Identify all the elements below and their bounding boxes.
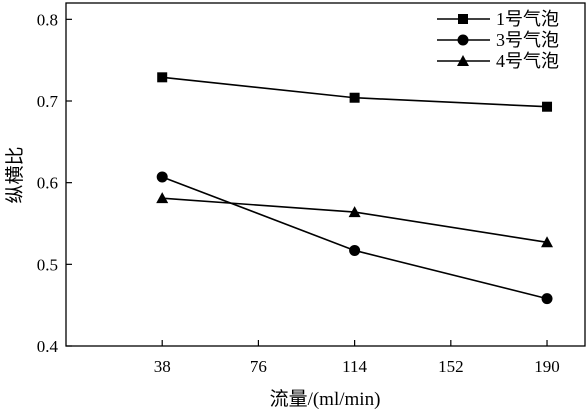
- data-point: [157, 72, 168, 83]
- legend-label: 4号气泡: [496, 51, 559, 71]
- y-axis: 0.4 0.5 0.6 0.7 0.8: [37, 10, 72, 356]
- x-axis-label: 流量/(ml/min): [270, 388, 381, 410]
- series-line: [162, 197, 548, 244]
- data-point: [542, 101, 553, 112]
- legend-marker: [458, 14, 468, 24]
- series-1: [157, 72, 553, 112]
- legend-item: 1号气泡: [437, 9, 559, 29]
- data-point: [156, 171, 168, 183]
- legend-marker: [457, 55, 469, 66]
- data-point: [541, 236, 554, 248]
- data-point: [349, 244, 361, 256]
- y-tick-label: 0.7: [37, 92, 59, 111]
- y-tick-label: 0.5: [37, 255, 58, 274]
- x-tick-label: 38: [154, 357, 171, 376]
- legend-item: 3号气泡: [437, 30, 559, 50]
- series-layer: [156, 72, 554, 305]
- series-3: [156, 192, 554, 248]
- series-line: [161, 176, 548, 300]
- legend-label: 3号气泡: [496, 30, 559, 50]
- data-point: [541, 293, 553, 305]
- x-axis: 38 76 114 152 190: [154, 340, 560, 376]
- y-tick-label: 0.4: [37, 337, 59, 356]
- series-2: [156, 171, 553, 305]
- x-tick-label: 76: [250, 357, 267, 376]
- x-tick-label: 114: [342, 357, 367, 376]
- data-point: [348, 206, 361, 218]
- x-tick-label: 152: [438, 357, 464, 376]
- y-axis-label: 纵横比: [4, 146, 26, 203]
- data-point: [156, 192, 169, 204]
- y-tick-label: 0.6: [37, 174, 58, 193]
- x-tick-label: 190: [534, 357, 560, 376]
- plot-frame: [65, 2, 586, 347]
- y-tick-label: 0.8: [37, 10, 58, 29]
- legend-item: 4号气泡: [437, 51, 559, 71]
- legend-label: 1号气泡: [496, 9, 559, 29]
- legend-marker: [457, 34, 469, 46]
- data-point: [349, 92, 360, 103]
